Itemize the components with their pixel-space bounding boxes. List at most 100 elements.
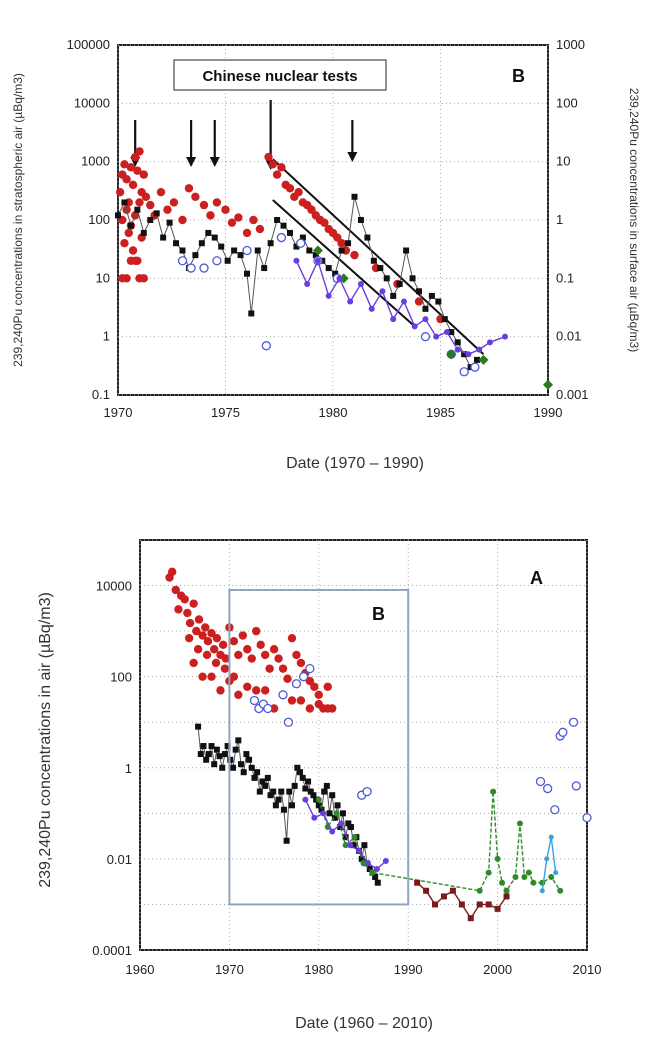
a-point	[544, 856, 550, 862]
b-point	[396, 280, 403, 287]
a-point	[287, 633, 297, 643]
a-point	[310, 792, 317, 799]
b-point	[428, 292, 435, 299]
y-tick-label-left: 1000	[81, 154, 110, 169]
a-point	[274, 654, 283, 663]
b-point	[115, 212, 121, 219]
b-point	[237, 252, 244, 259]
a-point	[246, 756, 253, 763]
a-point	[278, 664, 288, 673]
b-point	[212, 256, 222, 266]
a-point	[269, 704, 279, 713]
a-point	[207, 672, 216, 681]
b-point	[234, 213, 243, 222]
a-point	[326, 810, 333, 817]
x-tick-label: 1980	[319, 405, 348, 420]
b-point	[135, 147, 144, 156]
a-point	[414, 879, 421, 886]
a-point	[558, 727, 568, 737]
a-point	[339, 810, 346, 817]
b-point	[332, 270, 339, 277]
b-point	[177, 256, 188, 266]
a-purple-line-line	[304, 799, 387, 870]
x-tick-label: 1980	[304, 962, 333, 977]
b-point	[543, 379, 553, 390]
a-point	[216, 753, 223, 760]
a-point	[287, 696, 297, 705]
a-point	[247, 654, 256, 663]
a-point	[553, 870, 559, 876]
a-point	[329, 828, 336, 835]
b-point	[156, 187, 166, 197]
a-point	[207, 628, 216, 638]
a-point	[291, 782, 298, 789]
b-point	[422, 316, 429, 323]
b-point	[163, 205, 172, 214]
a-point	[232, 746, 239, 753]
b-point	[120, 239, 129, 248]
a-point	[238, 761, 245, 768]
plot-frame-a	[139, 539, 588, 951]
b-point	[153, 210, 160, 217]
b-point	[474, 356, 481, 363]
a-point	[254, 769, 261, 776]
b-point	[470, 362, 480, 372]
a-point	[189, 599, 198, 608]
a-point	[310, 682, 319, 691]
a-point	[315, 796, 322, 803]
b-series-green-diamond	[312, 245, 553, 390]
a-point	[337, 824, 344, 831]
b-point	[338, 247, 345, 254]
a-point	[270, 788, 277, 795]
a-point	[299, 774, 306, 781]
a-point	[216, 686, 225, 695]
chart-panel-b: 1970 1975 1980 1985 19900.111010010001000010…	[11, 37, 641, 472]
a-point	[350, 842, 357, 849]
a-point	[292, 650, 301, 660]
b-point	[139, 274, 148, 283]
b-point	[357, 280, 364, 287]
a-point	[449, 887, 456, 894]
a-point	[485, 869, 492, 876]
a-point	[235, 737, 242, 744]
a-point	[372, 874, 379, 881]
b-point	[390, 316, 397, 323]
a-point	[211, 658, 221, 668]
a-point	[476, 901, 483, 908]
a-point	[362, 786, 372, 797]
a-point	[360, 860, 367, 867]
b-point	[422, 305, 429, 312]
b-point	[306, 247, 313, 254]
a-point	[243, 751, 250, 758]
b-point	[122, 274, 131, 283]
x-tick-label: 1975	[211, 405, 240, 420]
b-point	[128, 180, 138, 190]
a-point	[203, 756, 210, 763]
a-point	[568, 717, 579, 727]
b-point	[312, 245, 323, 256]
a-point	[525, 869, 532, 876]
b-point	[218, 243, 225, 250]
a-point	[329, 792, 336, 799]
y-axis-label-left-b: 239,240Pu concentrations in stratospheri…	[11, 73, 25, 367]
x-tick-label: 2010	[573, 962, 602, 977]
b-point	[314, 257, 321, 264]
a-point	[382, 857, 389, 864]
b-point	[231, 247, 238, 254]
y-axis-label-right-b: 239,240Pu concentrations in surface air …	[627, 88, 641, 352]
a-point	[314, 699, 323, 709]
b-point	[211, 234, 218, 241]
b-point	[268, 160, 277, 169]
a-point	[201, 623, 210, 632]
b-point	[370, 257, 377, 264]
a-point	[265, 664, 274, 673]
a-series-darkred-square-line	[414, 879, 510, 922]
a-point	[548, 834, 554, 840]
b-point	[205, 229, 212, 236]
test-arrowhead	[347, 152, 358, 162]
b-purple-line-line	[295, 258, 506, 355]
a-point	[432, 901, 439, 908]
x-tick-label: 1960	[126, 962, 155, 977]
b-point	[461, 351, 468, 358]
a-point	[180, 595, 189, 604]
